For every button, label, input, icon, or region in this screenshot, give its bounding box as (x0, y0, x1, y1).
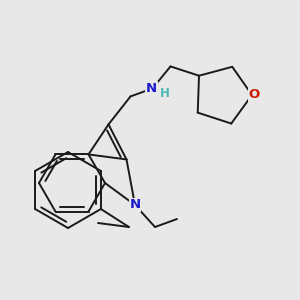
Text: N: N (129, 199, 141, 212)
Text: O: O (248, 88, 260, 101)
Text: H: H (160, 87, 170, 100)
Text: N: N (146, 82, 157, 95)
